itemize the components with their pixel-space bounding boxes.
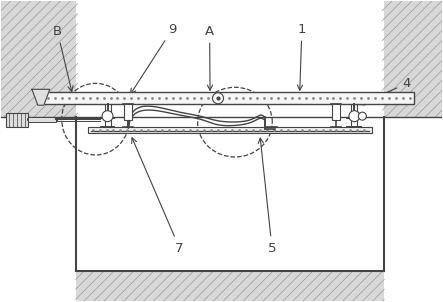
Text: 9: 9 bbox=[131, 23, 177, 94]
Text: B: B bbox=[53, 24, 73, 91]
Circle shape bbox=[358, 112, 366, 120]
Text: 1: 1 bbox=[297, 23, 306, 90]
Text: A: A bbox=[205, 24, 214, 90]
Bar bbox=[384, 1, 442, 117]
Polygon shape bbox=[32, 89, 50, 105]
Bar bbox=[6, 113, 28, 127]
Bar bbox=[43, 92, 414, 104]
Text: 4: 4 bbox=[359, 77, 411, 105]
Circle shape bbox=[213, 93, 223, 104]
Bar bbox=[76, 117, 384, 271]
Bar bbox=[28, 117, 56, 122]
Bar bbox=[1, 1, 76, 117]
Bar bbox=[88, 127, 372, 133]
Circle shape bbox=[102, 111, 113, 122]
Bar bbox=[76, 271, 384, 301]
Text: 7: 7 bbox=[132, 138, 184, 255]
Circle shape bbox=[349, 111, 360, 122]
Bar bbox=[124, 104, 132, 120]
Bar bbox=[333, 104, 341, 120]
Text: 5: 5 bbox=[258, 138, 276, 255]
